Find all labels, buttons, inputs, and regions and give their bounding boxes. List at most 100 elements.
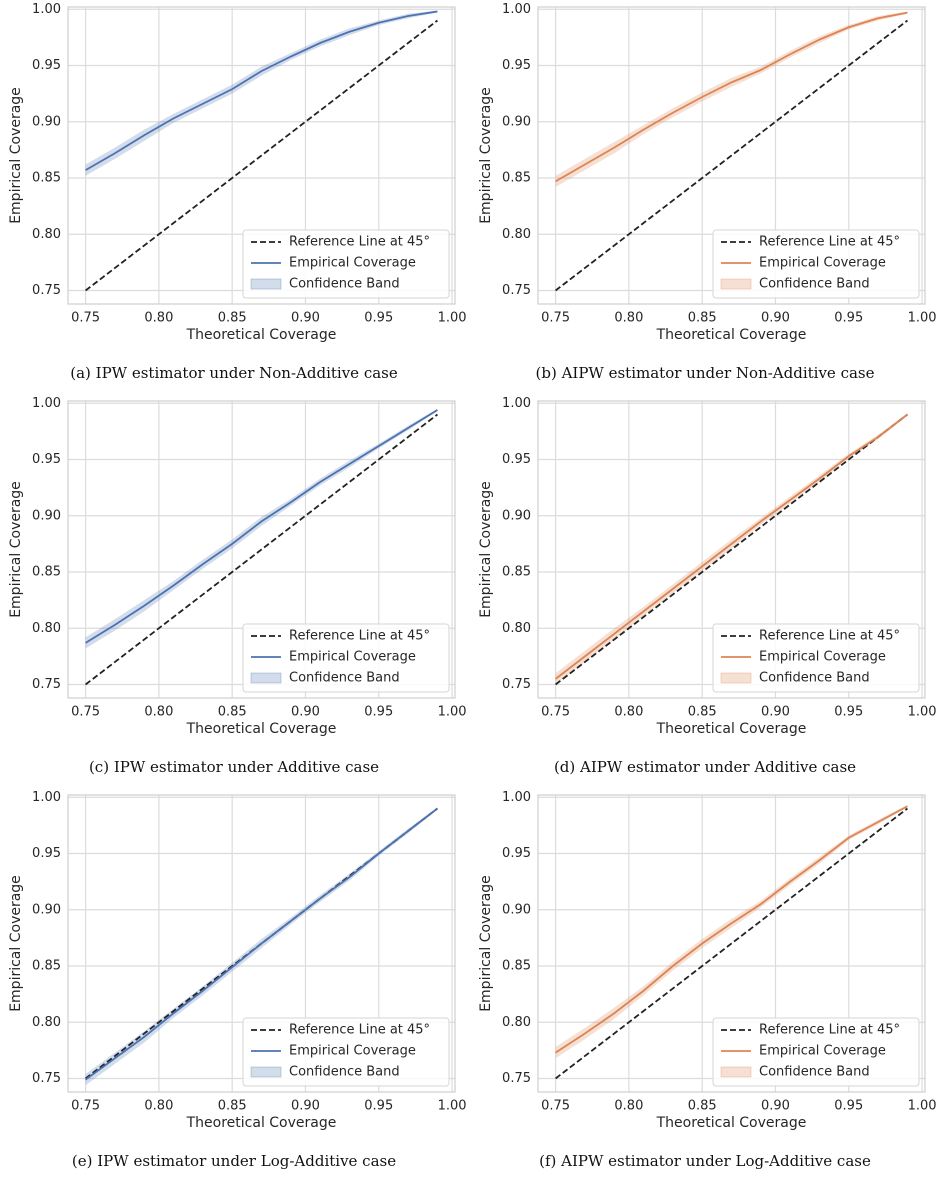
legend-label: Confidence Band bbox=[289, 671, 400, 686]
x-tick-label: 1.00 bbox=[908, 1099, 937, 1114]
x-tick-label: 1.00 bbox=[908, 705, 937, 720]
y-tick-label: 0.80 bbox=[32, 621, 61, 636]
legend-box bbox=[712, 623, 920, 693]
legend-label: Confidence Band bbox=[289, 277, 400, 292]
y-tick-label: 0.85 bbox=[32, 959, 61, 974]
x-tick-label: 1.00 bbox=[438, 311, 467, 326]
x-tick-label: 0.85 bbox=[218, 1099, 247, 1114]
y-tick-label: 0.75 bbox=[502, 677, 531, 692]
y-axis-label: Empirical Coverage bbox=[478, 875, 494, 1012]
legend-swatch bbox=[720, 672, 752, 684]
legend-label: Confidence Band bbox=[289, 1065, 400, 1080]
x-tick-label: 0.80 bbox=[144, 705, 173, 720]
y-tick-label: 0.85 bbox=[32, 565, 61, 580]
legend-label: Empirical Coverage bbox=[289, 1044, 416, 1059]
x-axis-label: Theoretical Coverage bbox=[186, 721, 337, 737]
reference-line bbox=[555, 413, 908, 686]
legend-swatch bbox=[250, 672, 282, 684]
legend-label: Empirical Coverage bbox=[759, 650, 886, 665]
y-tick-label: 0.80 bbox=[502, 227, 531, 242]
x-tick-label: 0.95 bbox=[364, 705, 393, 720]
y-tick-label: 0.95 bbox=[502, 58, 531, 73]
y-axis-label: Empirical Coverage bbox=[478, 481, 494, 618]
x-axis-label: Theoretical Coverage bbox=[656, 721, 807, 737]
legend-swatch bbox=[250, 278, 282, 290]
legend-box bbox=[712, 229, 920, 299]
x-tick-label: 0.90 bbox=[761, 311, 790, 326]
series-line bbox=[555, 805, 908, 1054]
x-tick-label: 0.75 bbox=[71, 311, 100, 326]
legend-label: Confidence Band bbox=[759, 1065, 870, 1080]
x-tick-label: 0.85 bbox=[688, 311, 717, 326]
legend-label: Reference Line at 45° bbox=[289, 629, 430, 644]
plot-frame bbox=[537, 6, 926, 305]
series-line bbox=[85, 10, 438, 171]
y-tick-label: 1.00 bbox=[502, 790, 531, 805]
x-tick-label: 1.00 bbox=[438, 1099, 467, 1114]
x-tick-label: 0.85 bbox=[688, 1099, 717, 1114]
legend-swatch bbox=[250, 1066, 282, 1078]
y-tick-label: 0.95 bbox=[32, 452, 61, 467]
y-tick-label: 0.85 bbox=[32, 171, 61, 186]
plot-frame bbox=[67, 6, 456, 305]
y-tick-label: 0.75 bbox=[32, 283, 61, 298]
x-axis-label: Theoretical Coverage bbox=[186, 327, 337, 343]
x-tick-label: 0.85 bbox=[218, 705, 247, 720]
legend-label: Reference Line at 45° bbox=[289, 235, 430, 250]
reference-line bbox=[555, 19, 908, 292]
x-tick-label: 1.00 bbox=[908, 311, 937, 326]
caption: (d) AIPW estimator under Additive case bbox=[554, 758, 856, 776]
x-tick-label: 0.80 bbox=[144, 1099, 173, 1114]
y-tick-label: 0.85 bbox=[502, 959, 531, 974]
x-tick-label: 0.95 bbox=[364, 1099, 393, 1114]
reference-line bbox=[85, 19, 438, 292]
caption: (c) IPW estimator under Additive case bbox=[89, 758, 379, 776]
legend-label: Reference Line at 45° bbox=[759, 1023, 900, 1038]
plot-frame bbox=[67, 794, 456, 1093]
y-tick-label: 0.80 bbox=[32, 227, 61, 242]
legend-label: Empirical Coverage bbox=[289, 256, 416, 271]
y-tick-label: 0.95 bbox=[502, 846, 531, 861]
x-tick-label: 0.75 bbox=[71, 1099, 100, 1114]
y-tick-label: 0.85 bbox=[502, 565, 531, 580]
x-tick-label: 0.75 bbox=[541, 311, 570, 326]
x-tick-label: 0.95 bbox=[834, 1099, 863, 1114]
series-line bbox=[85, 807, 438, 1081]
y-tick-label: 1.00 bbox=[32, 790, 61, 805]
x-tick-label: 0.85 bbox=[688, 705, 717, 720]
y-tick-label: 0.90 bbox=[502, 114, 531, 129]
x-axis-label: Theoretical Coverage bbox=[656, 1115, 807, 1131]
y-tick-label: 1.00 bbox=[32, 2, 61, 17]
legend-label: Empirical Coverage bbox=[759, 256, 886, 271]
y-tick-label: 0.80 bbox=[502, 621, 531, 636]
y-axis-label: Empirical Coverage bbox=[8, 875, 24, 1012]
legend-swatch bbox=[720, 278, 752, 290]
y-tick-label: 1.00 bbox=[502, 396, 531, 411]
y-axis-label: Empirical Coverage bbox=[8, 481, 24, 618]
y-tick-label: 0.75 bbox=[502, 283, 531, 298]
y-tick-label: 0.90 bbox=[32, 902, 61, 917]
y-tick-label: 1.00 bbox=[502, 2, 531, 17]
y-tick-label: 1.00 bbox=[32, 396, 61, 411]
x-tick-label: 0.90 bbox=[761, 1099, 790, 1114]
y-tick-label: 0.90 bbox=[502, 508, 531, 523]
y-tick-label: 0.75 bbox=[32, 677, 61, 692]
y-tick-label: 0.95 bbox=[502, 452, 531, 467]
x-tick-label: 0.75 bbox=[541, 705, 570, 720]
x-tick-label: 0.80 bbox=[614, 705, 643, 720]
y-tick-label: 0.90 bbox=[32, 508, 61, 523]
x-tick-label: 0.85 bbox=[218, 311, 247, 326]
y-tick-label: 0.80 bbox=[32, 1015, 61, 1030]
legend-label: Confidence Band bbox=[759, 277, 870, 292]
reference-line bbox=[555, 807, 908, 1080]
x-tick-label: 0.80 bbox=[144, 311, 173, 326]
legend-label: Reference Line at 45° bbox=[289, 1023, 430, 1038]
legend-box bbox=[242, 229, 450, 299]
x-axis-label: Theoretical Coverage bbox=[656, 327, 807, 343]
x-tick-label: 0.95 bbox=[834, 311, 863, 326]
legend-label: Empirical Coverage bbox=[759, 1044, 886, 1059]
plot-frame bbox=[67, 400, 456, 699]
plot-frame bbox=[537, 400, 926, 699]
legend-box bbox=[712, 1017, 920, 1087]
